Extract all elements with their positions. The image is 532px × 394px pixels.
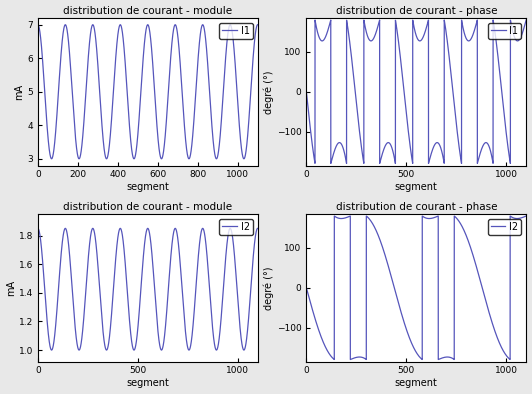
Y-axis label: mA: mA: [6, 280, 16, 296]
Y-axis label: degré (°): degré (°): [263, 70, 274, 113]
Y-axis label: degré (°): degré (°): [263, 266, 274, 310]
Title: distribution de courant - phase: distribution de courant - phase: [336, 6, 497, 16]
X-axis label: segment: segment: [395, 182, 438, 192]
X-axis label: segment: segment: [126, 378, 169, 388]
Legend: I1: I1: [220, 23, 253, 39]
X-axis label: segment: segment: [395, 378, 438, 388]
X-axis label: segment: segment: [126, 182, 169, 192]
Y-axis label: mA: mA: [14, 84, 24, 100]
Title: distribution de courant - phase: distribution de courant - phase: [336, 202, 497, 212]
Legend: I2: I2: [219, 219, 253, 235]
Legend: I2: I2: [488, 219, 521, 235]
Title: distribution de courant - module: distribution de courant - module: [63, 202, 232, 212]
Legend: I1: I1: [488, 23, 521, 39]
Title: distribution de courant - module: distribution de courant - module: [63, 6, 232, 16]
